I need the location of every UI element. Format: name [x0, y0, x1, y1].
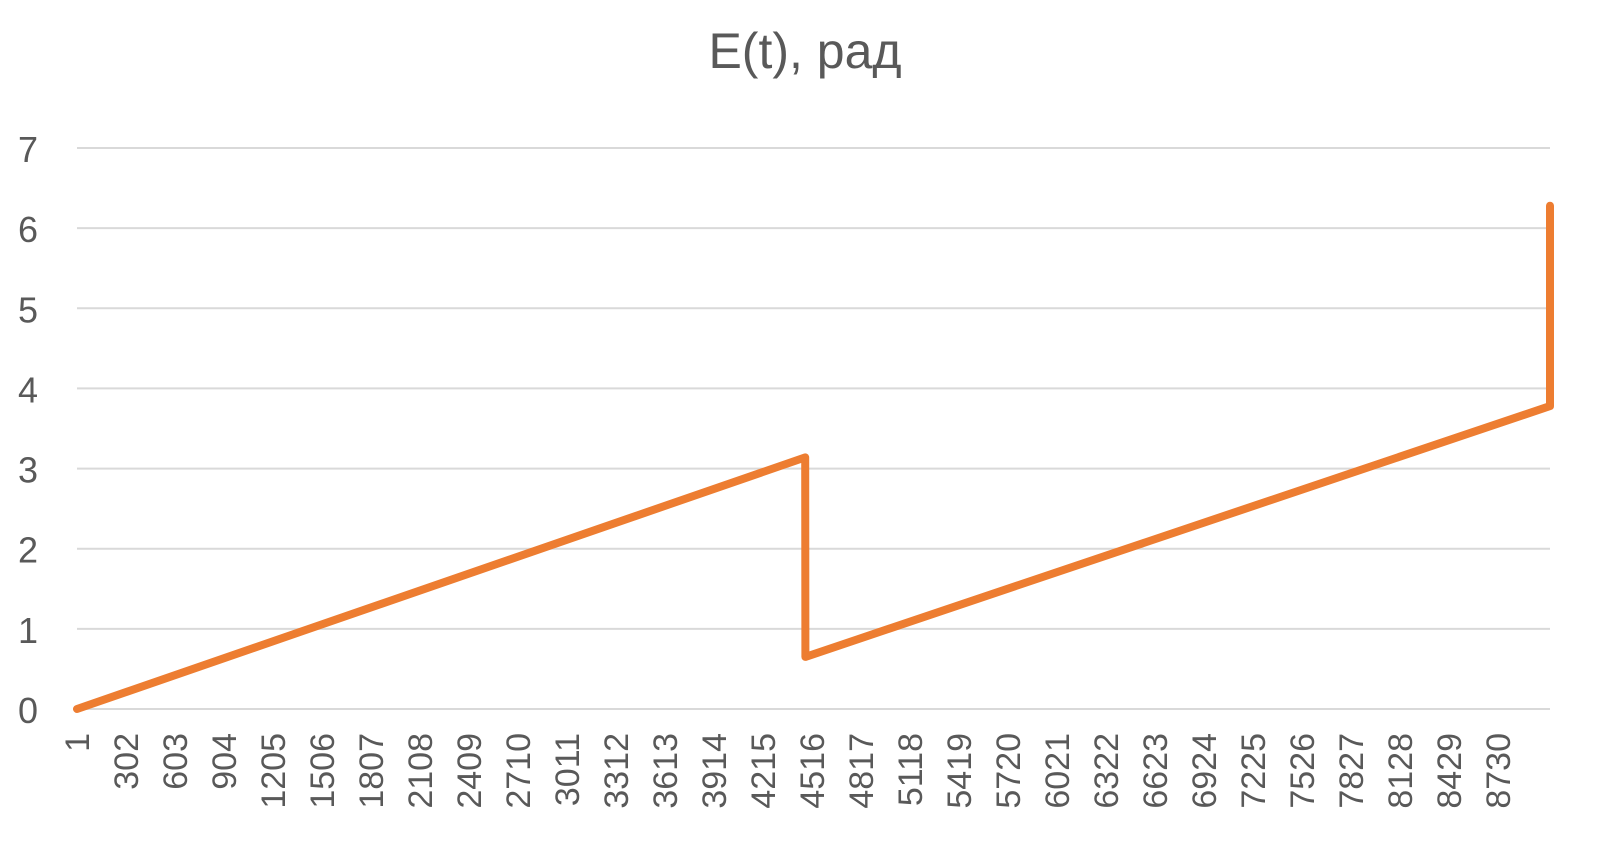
y-tick-label: 5 [18, 289, 38, 330]
x-tick-label: 7225 [1235, 733, 1273, 809]
x-tick-label: 7827 [1333, 733, 1371, 809]
x-tick-label: 603 [157, 733, 195, 790]
x-tick-label: 6924 [1186, 733, 1224, 809]
y-tick-label: 0 [18, 690, 38, 731]
x-tick-label: 2710 [500, 733, 538, 809]
x-tick-label: 1 [59, 733, 97, 752]
x-tick-label: 4215 [745, 733, 783, 809]
x-tick-label: 4516 [794, 733, 832, 809]
x-tick-label: 8730 [1480, 733, 1518, 809]
y-tick-label: 4 [18, 369, 38, 410]
x-tick-label: 7526 [1284, 733, 1322, 809]
y-axis-ticks: 0 1 2 3 4 5 6 7 [18, 129, 38, 731]
x-tick-label: 904 [206, 733, 244, 790]
x-tick-label: 8429 [1431, 733, 1469, 809]
x-tick-label: 302 [108, 733, 146, 790]
x-tick-label: 3613 [647, 733, 685, 809]
x-tick-label: 6021 [1039, 733, 1077, 809]
x-tick-label: 8128 [1382, 733, 1420, 809]
x-axis-ticks: 1 302 603 904 1205 1506 1807 2108 2409 2710 3011 33… [59, 733, 1518, 809]
x-tick-label: 1807 [353, 733, 391, 809]
gridlines [77, 147, 1550, 710]
x-tick-label: 6322 [1088, 733, 1126, 809]
x-tick-label: 3914 [696, 733, 734, 809]
y-tick-label: 2 [18, 530, 38, 571]
x-tick-label: 1205 [255, 733, 293, 809]
series-line-0 [73, 201, 1554, 713]
x-tick-label: 1506 [304, 733, 342, 809]
x-tick-label: 5720 [990, 733, 1028, 809]
y-tick-label: 3 [18, 450, 38, 491]
x-tick-label: 3011 [549, 733, 587, 806]
y-tick-label: 7 [18, 129, 38, 170]
y-tick-label: 1 [18, 610, 38, 651]
chart-title: E(t), рад [708, 23, 902, 79]
series-layer [73, 201, 1554, 713]
x-tick-label: 2108 [402, 733, 440, 809]
x-tick-label: 2409 [451, 733, 489, 809]
x-tick-label: 5419 [941, 733, 979, 809]
x-tick-label: 4817 [843, 733, 881, 809]
x-tick-label: 3312 [598, 733, 636, 809]
x-tick-label: 6623 [1137, 733, 1175, 809]
x-tick-label: 5118 [892, 733, 930, 806]
y-tick-label: 6 [18, 209, 38, 250]
